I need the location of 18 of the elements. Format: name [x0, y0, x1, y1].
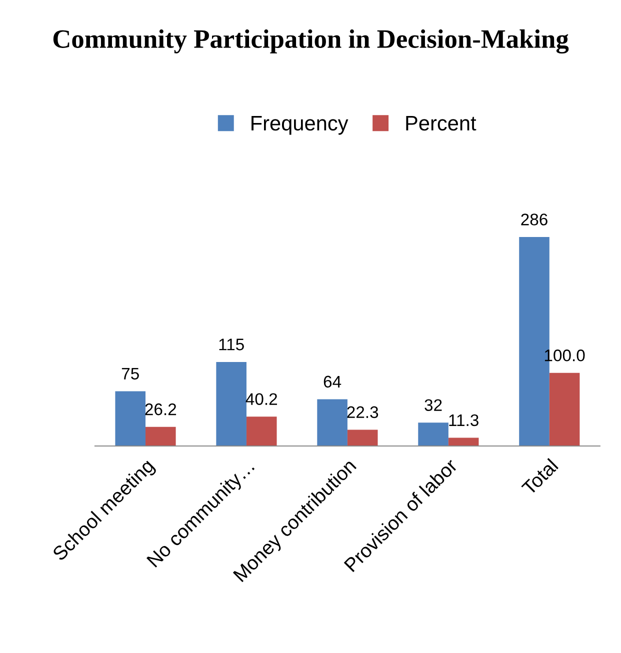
data-label: 115 [219, 338, 244, 350]
bar [146, 426, 176, 446]
data-label: 64 [324, 376, 342, 388]
bar [246, 416, 277, 446]
data-label: 286 [521, 214, 548, 226]
bar [549, 372, 580, 446]
legend-label: Frequency [252, 116, 348, 135]
data-label: 11.3 [449, 414, 478, 426]
bar [418, 422, 448, 446]
bar [448, 438, 479, 446]
legend-label: Percent [406, 116, 476, 131]
data-label: 75 [122, 368, 139, 380]
bar [115, 391, 146, 446]
data-label: 32 [424, 399, 442, 411]
chart-title: Community Participation in Decision-Making [53, 29, 569, 54]
bar [216, 362, 246, 446]
bar [347, 430, 378, 446]
bar [317, 399, 348, 446]
